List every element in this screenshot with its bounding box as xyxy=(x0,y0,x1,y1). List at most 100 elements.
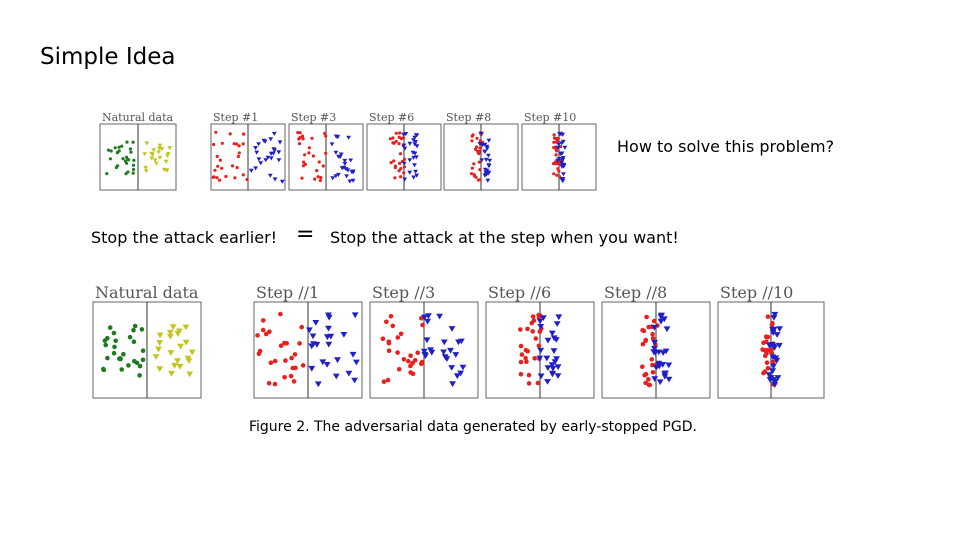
adversarial-point-class-b xyxy=(555,145,561,150)
adversarial-point-class-b xyxy=(265,155,271,160)
adversarial-point-class-b xyxy=(772,355,780,362)
adversarial-point-class-b xyxy=(485,178,491,183)
adversarial-point-class-a xyxy=(303,162,307,166)
natural-point-class-b xyxy=(149,151,154,156)
adversarial-point-class-a xyxy=(472,162,476,166)
adversarial-point-class-b xyxy=(411,155,416,160)
natural-point-class-b xyxy=(156,332,164,339)
adversarial-point-class-a xyxy=(761,370,766,376)
natural-point-class-b xyxy=(152,354,160,360)
adversarial-point-class-a xyxy=(765,366,771,371)
natural-point-class-a xyxy=(105,335,110,341)
adversarial-point-class-a xyxy=(236,154,240,159)
natural-point-class-a xyxy=(125,140,129,144)
adversarial-point-class-b xyxy=(448,365,456,371)
adversarial-point-class-b xyxy=(483,157,489,162)
adversarial-point-class-b xyxy=(768,342,776,348)
adversarial-point-class-b xyxy=(560,177,566,182)
adversarial-point-class-a xyxy=(763,353,768,359)
natural-point-class-b xyxy=(143,165,148,170)
natural-point-class-a xyxy=(129,150,133,154)
adversarial-point-class-a xyxy=(526,381,532,386)
adversarial-point-class-a xyxy=(302,160,306,164)
adversarial-point-class-b xyxy=(447,347,454,354)
adversarial-point-class-b xyxy=(272,148,277,153)
adversarial-point-class-a xyxy=(558,175,562,179)
adversarial-point-class-b xyxy=(407,170,413,175)
adversarial-point-class-b xyxy=(662,348,670,355)
adversarial-point-class-a xyxy=(266,380,272,386)
natural-point-class-a xyxy=(131,140,135,144)
adversarial-point-class-b xyxy=(561,162,567,167)
adversarial-point-class-a xyxy=(556,136,560,140)
adversarial-point-class-a xyxy=(643,371,649,377)
adversarial-point-class-b xyxy=(479,131,484,136)
adversarial-point-class-a xyxy=(536,343,542,349)
adversarial-point-class-b xyxy=(553,356,560,362)
adversarial-point-class-b xyxy=(412,135,418,140)
natural-point-class-a xyxy=(101,366,106,372)
adversarial-point-class-a xyxy=(401,357,407,362)
adversarial-point-class-b xyxy=(338,152,344,157)
adversarial-point-class-b xyxy=(537,347,545,354)
adversarial-point-class-b xyxy=(772,378,779,385)
adversarial-point-class-a xyxy=(283,358,288,363)
adversarial-point-class-a xyxy=(307,146,311,150)
adversarial-point-class-a xyxy=(218,158,222,162)
natural-point-class-b xyxy=(155,346,162,353)
adversarial-point-class-b xyxy=(549,365,557,372)
natural-point-class-b xyxy=(159,147,165,152)
adversarial-point-class-b xyxy=(656,379,664,386)
natural-point-class-b xyxy=(182,339,190,346)
adversarial-point-class-a xyxy=(297,142,302,146)
adversarial-point-class-a xyxy=(478,168,482,172)
adversarial-point-class-a xyxy=(307,151,311,155)
adversarial-point-class-a xyxy=(296,131,300,135)
natural-point-class-a xyxy=(120,144,124,148)
panel-label: Step //3 xyxy=(372,283,435,302)
natural-point-class-a xyxy=(127,158,131,162)
adversarial-point-class-a xyxy=(213,168,217,172)
adversarial-point-class-a xyxy=(272,358,278,364)
adversarial-point-class-a xyxy=(241,142,245,146)
adversarial-point-class-a xyxy=(649,357,655,362)
adversarial-point-class-b xyxy=(333,150,339,155)
adversarial-point-class-b xyxy=(482,149,488,154)
adversarial-point-class-a xyxy=(237,144,241,148)
adversarial-point-class-b xyxy=(349,170,355,175)
natural-point-class-a xyxy=(105,172,109,176)
natural-point-class-b xyxy=(174,358,181,364)
adversarial-point-class-b xyxy=(540,315,547,321)
figure-caption: Figure 2. The adversarial data generated… xyxy=(249,419,697,435)
adversarial-point-class-a xyxy=(770,320,775,326)
adversarial-point-class-b xyxy=(769,329,777,336)
adversarial-point-class-b xyxy=(308,343,316,350)
adversarial-point-class-b xyxy=(553,321,561,327)
adversarial-point-class-b xyxy=(346,135,351,140)
adversarial-point-class-a xyxy=(393,166,397,170)
adversarial-point-class-a xyxy=(399,137,404,141)
adversarial-point-class-a xyxy=(518,327,523,332)
adversarial-point-class-a xyxy=(261,318,266,323)
adversarial-point-class-a xyxy=(398,331,404,337)
natural-point-class-a xyxy=(131,327,136,333)
adversarial-point-class-b xyxy=(651,324,658,331)
adversarial-point-class-a xyxy=(398,131,402,135)
adversarial-point-class-b xyxy=(401,143,407,148)
adversarial-point-class-a xyxy=(478,146,483,150)
adversarial-point-class-a xyxy=(235,166,239,170)
natural-point-class-a xyxy=(121,351,126,357)
question-text: How to solve this problem? xyxy=(617,137,835,156)
adversarial-point-class-b xyxy=(334,357,341,364)
panel-label: Natural data xyxy=(95,283,199,302)
adversarial-point-class-a xyxy=(555,149,559,153)
natural-point-class-a xyxy=(128,147,132,151)
panel-step-10: Step #10 xyxy=(521,111,597,191)
adversarial-point-class-b xyxy=(411,138,416,143)
adversarial-point-class-a xyxy=(300,176,304,180)
adversarial-point-class-b xyxy=(483,172,489,177)
adversarial-point-class-a xyxy=(646,377,651,382)
statement-right: Stop the attack at the step when you wan… xyxy=(330,228,679,247)
adversarial-point-class-b xyxy=(279,179,285,184)
adversarial-point-class-a xyxy=(533,336,539,341)
